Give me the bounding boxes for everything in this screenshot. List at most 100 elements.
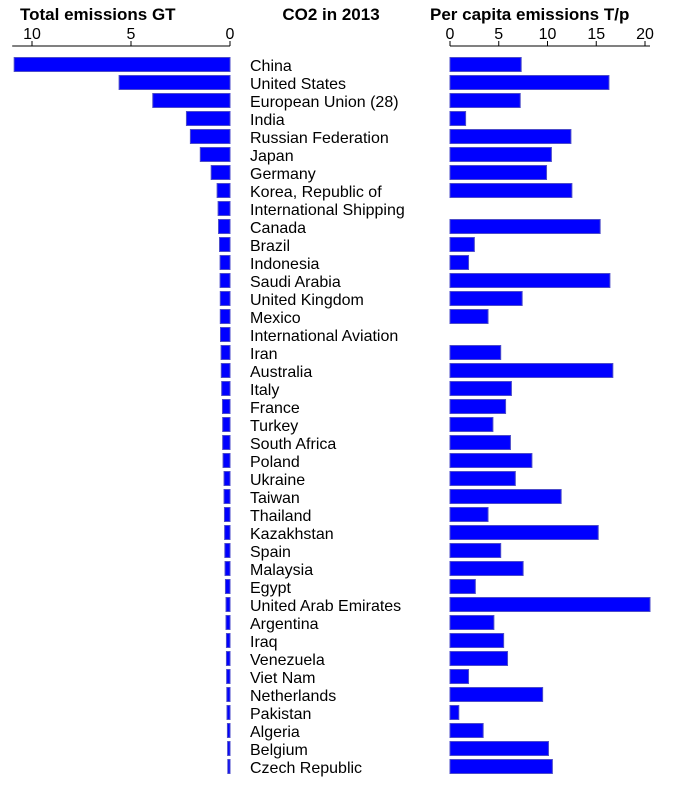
total-emissions-bar (118, 75, 231, 90)
per-capita-bar (449, 525, 599, 540)
total-emissions-bar (224, 579, 231, 594)
country-label: Algeria (250, 724, 300, 741)
per-capita-bar (449, 453, 533, 468)
total-emissions-bars (13, 57, 231, 774)
per-capita-bar (449, 705, 460, 720)
per-capita-bar (449, 291, 523, 306)
country-label: Taiwan (250, 490, 300, 507)
country-label: Iraq (250, 634, 278, 651)
country-label: United Kingdom (250, 292, 364, 309)
per-capita-bars (449, 57, 651, 774)
per-capita-bar (449, 165, 548, 180)
per-capita-bar (449, 435, 511, 450)
per-capita-bar (449, 399, 507, 414)
total-emissions-axis: 10 5 0 (12, 26, 235, 47)
per-capita-bar (449, 147, 552, 162)
per-capita-bar (449, 381, 512, 396)
per-capita-bar (449, 471, 516, 486)
country-label: France (250, 400, 300, 417)
total-emissions-bar (225, 651, 231, 666)
total-emissions-bar (225, 633, 231, 648)
country-label: Saudi Arabia (250, 274, 341, 291)
total-emissions-bar (216, 183, 231, 198)
total-emissions-bar (224, 543, 231, 558)
per-capita-bar (449, 489, 562, 504)
total-emissions-bar (189, 129, 231, 144)
per-capita-bar (449, 183, 573, 198)
per-capita-bar (449, 93, 521, 108)
per-capita-bar (449, 615, 495, 630)
per-capita-bar (449, 579, 476, 594)
country-label: Canada (250, 220, 306, 237)
per-capita-bar (449, 669, 470, 684)
total-emissions-bar (210, 165, 231, 180)
total-emissions-bar (219, 255, 231, 270)
country-label: Venezuela (250, 652, 325, 669)
per-capita-bar (449, 309, 489, 324)
total-emissions-bar (220, 345, 231, 360)
country-label: Brazil (250, 238, 290, 255)
per-capita-axis-tick-label: 20 (636, 26, 654, 43)
per-capita-axis: 0 5 10 15 20 (446, 26, 654, 47)
total-emissions-bar (227, 759, 231, 774)
total-emissions-bar (221, 381, 231, 396)
total-emissions-bar (224, 525, 231, 540)
country-label: Italy (250, 382, 279, 399)
per-capita-axis-tick-label: 0 (446, 26, 455, 43)
country-label: Australia (250, 364, 312, 381)
per-capita-axis-tick-label: 15 (587, 26, 605, 43)
per-capita-bar (449, 255, 470, 270)
per-capita-bar (449, 129, 572, 144)
country-label: Netherlands (250, 688, 336, 705)
total-emissions-bar (185, 111, 231, 126)
country-label: Malaysia (250, 562, 313, 579)
total-axis-tick-label: 10 (23, 26, 41, 43)
per-capita-bar (449, 633, 505, 648)
total-emissions-bar (225, 597, 231, 612)
country-label: European Union (28) (250, 94, 399, 111)
total-emissions-bar (219, 309, 231, 324)
total-emissions-bar (223, 471, 231, 486)
total-emissions-bar (222, 417, 231, 432)
country-label: Thailand (250, 508, 311, 525)
country-label: Iran (250, 346, 278, 363)
country-label: Egypt (250, 580, 291, 597)
total-emissions-bar (218, 219, 231, 234)
total-emissions-bar (226, 687, 231, 702)
total-axis-tick-label: 0 (226, 26, 235, 43)
per-capita-bar (449, 57, 522, 72)
per-capita-bar (449, 543, 502, 558)
total-axis-tick-label: 5 (127, 26, 136, 43)
country-label: Indonesia (250, 256, 319, 273)
per-capita-bar (449, 561, 524, 576)
per-capita-bar (449, 237, 475, 252)
country-label: Belgium (250, 742, 308, 759)
total-emissions-bar (219, 237, 231, 252)
total-emissions-bar (220, 363, 231, 378)
country-label: United States (250, 76, 346, 93)
per-capita-bar (449, 597, 651, 612)
total-emissions-bar (226, 705, 231, 720)
country-label: International Shipping (250, 202, 405, 219)
country-label: Czech Republic (250, 760, 362, 777)
per-capita-bar (449, 417, 494, 432)
per-capita-bar (449, 723, 484, 738)
total-emissions-bar (13, 57, 231, 72)
total-emissions-title: Total emissions GT (20, 5, 176, 24)
per-capita-bar (449, 219, 601, 234)
per-capita-title: Per capita emissions T/p (430, 5, 629, 24)
per-capita-bar (449, 741, 549, 756)
per-capita-axis-tick-label: 10 (539, 26, 557, 43)
country-label: South Africa (250, 436, 336, 453)
country-label: United Arab Emirates (250, 598, 401, 615)
total-emissions-bar (219, 291, 231, 306)
total-emissions-bar (226, 669, 231, 684)
country-label: Pakistan (250, 706, 311, 723)
total-emissions-bar (222, 435, 231, 450)
country-label: Germany (250, 166, 316, 183)
country-label: India (250, 112, 285, 129)
total-emissions-bar (219, 327, 231, 342)
total-emissions-bar (219, 273, 231, 288)
